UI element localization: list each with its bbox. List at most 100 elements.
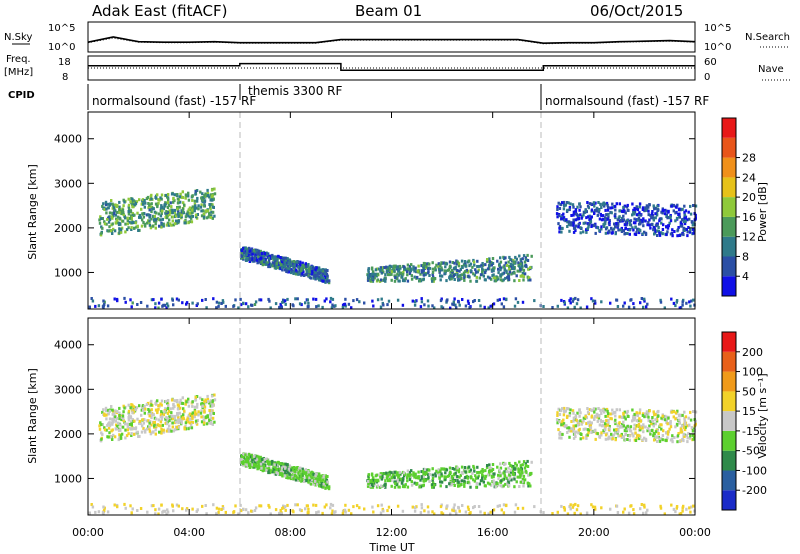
- power-cell: [176, 207, 179, 211]
- power-colorbar-label: Power [dB]: [756, 182, 769, 242]
- velocity-cell: [453, 503, 456, 507]
- power-cell: [563, 204, 566, 208]
- power-cell: [491, 257, 495, 260]
- power-cell: [112, 227, 115, 231]
- velocity-cell: [108, 417, 112, 421]
- velocity-cell: [201, 404, 204, 408]
- power-cell: [504, 261, 508, 265]
- power-cell: [259, 256, 263, 260]
- velocity-cell: [490, 483, 493, 487]
- power-cell: [111, 206, 114, 210]
- velocity-cell: [127, 418, 131, 422]
- power-cell: [609, 206, 612, 210]
- velocity-cell: [299, 475, 302, 479]
- power-cell: [489, 263, 492, 267]
- power-cell: [631, 226, 634, 230]
- velocity-cell: [653, 413, 656, 417]
- velocity-cell: [283, 466, 287, 470]
- power-cell: [388, 273, 392, 277]
- power-cell: [187, 198, 191, 202]
- velocity-cell: [622, 420, 625, 424]
- velocity-cell: [169, 417, 172, 421]
- power-cell: [262, 254, 265, 258]
- power-cell: [572, 297, 575, 301]
- power-cell: [500, 302, 503, 306]
- power-cell: [155, 196, 158, 200]
- velocity-cell: [456, 466, 459, 470]
- power-cell: [521, 257, 524, 261]
- velocity-cell: [643, 505, 646, 509]
- velocity-cell: [156, 409, 159, 413]
- velocity-cell: [518, 471, 521, 475]
- velocity-cell: [268, 505, 271, 509]
- velocity-cell: [278, 511, 281, 515]
- noise-line-nsearch: [87, 37, 696, 45]
- velocity-cell: [484, 469, 487, 473]
- velocity-cell: [320, 482, 324, 486]
- velocity-cell: [582, 419, 585, 423]
- velocity-cell: [666, 432, 670, 436]
- velocity-cell: [633, 416, 637, 420]
- velocity-cell: [203, 400, 206, 404]
- power-cell: [622, 218, 625, 222]
- velocity-cell: [638, 437, 641, 441]
- velocity-cell: [207, 400, 210, 403]
- velocity-cell: [307, 479, 310, 483]
- velocity-cell: [650, 418, 654, 422]
- power-cell: [386, 268, 390, 272]
- power-cell: [585, 228, 588, 232]
- velocity-cell: [201, 504, 204, 508]
- velocity-cell: [510, 478, 513, 482]
- velocity-cell: [670, 503, 673, 507]
- velocity-cell: [542, 511, 545, 514]
- power-cell: [623, 223, 627, 227]
- velocity-cell: [267, 469, 271, 473]
- power-cell: [635, 230, 638, 234]
- power-cell: [469, 279, 472, 283]
- velocity-cell: [628, 427, 631, 430]
- power-cell: [486, 275, 490, 279]
- cpid-label: CPID: [8, 90, 35, 101]
- velocity-cell: [646, 429, 649, 433]
- power-cell: [530, 254, 533, 258]
- power-cell: [566, 201, 569, 204]
- power-cell: [639, 220, 642, 224]
- power-cell: [211, 216, 214, 220]
- power-cell: [558, 214, 561, 218]
- power-cell: [593, 223, 596, 227]
- velocity-cell: [416, 475, 419, 479]
- velocity-cell: [203, 410, 206, 414]
- power-cell: [191, 214, 195, 218]
- power-cell: [569, 221, 573, 225]
- velocity-cell: [153, 424, 156, 428]
- power-cell: [446, 268, 449, 272]
- velocity-cell: [441, 512, 445, 516]
- power-cell: [490, 263, 493, 267]
- velocity-cell: [166, 401, 169, 405]
- power-cell: [275, 265, 278, 269]
- velocity-cell: [285, 463, 289, 467]
- power-cell: [263, 262, 267, 266]
- power-cell: [317, 267, 321, 270]
- power-cell: [188, 206, 192, 210]
- power-cell: [625, 223, 628, 227]
- power-cell: [606, 208, 610, 212]
- power-cell: [456, 260, 459, 264]
- power-cell: [556, 215, 559, 219]
- velocity-cell: [578, 414, 581, 418]
- power-cell: [195, 215, 198, 219]
- power-cell: [410, 274, 413, 278]
- velocity-cell: [401, 485, 405, 489]
- velocity-cell: [594, 437, 597, 441]
- power-cell: [664, 208, 667, 212]
- velocity-cell: [420, 476, 424, 480]
- power-cell: [674, 304, 677, 308]
- velocity-cell: [584, 427, 587, 431]
- velocity-cell: [654, 430, 658, 434]
- power-cell: [154, 306, 157, 310]
- power-cell: [190, 220, 194, 224]
- velocity-cell: [563, 507, 566, 511]
- velocity-cell: [254, 506, 258, 510]
- velocity-cell: [159, 424, 162, 428]
- power-cell: [271, 261, 275, 265]
